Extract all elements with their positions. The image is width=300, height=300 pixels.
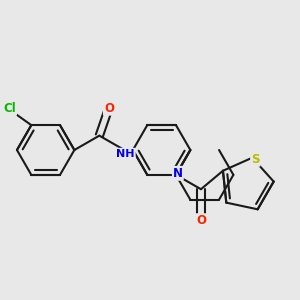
Text: O: O [104,102,114,115]
Text: Cl: Cl [3,102,16,115]
Text: N: N [173,167,183,180]
Text: S: S [251,153,260,166]
Text: NH: NH [116,149,135,159]
Text: O: O [196,214,206,227]
